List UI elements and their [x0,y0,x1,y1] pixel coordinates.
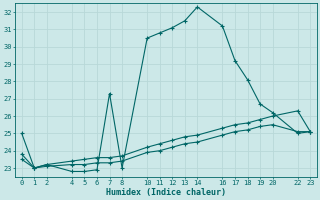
X-axis label: Humidex (Indice chaleur): Humidex (Indice chaleur) [106,188,226,197]
